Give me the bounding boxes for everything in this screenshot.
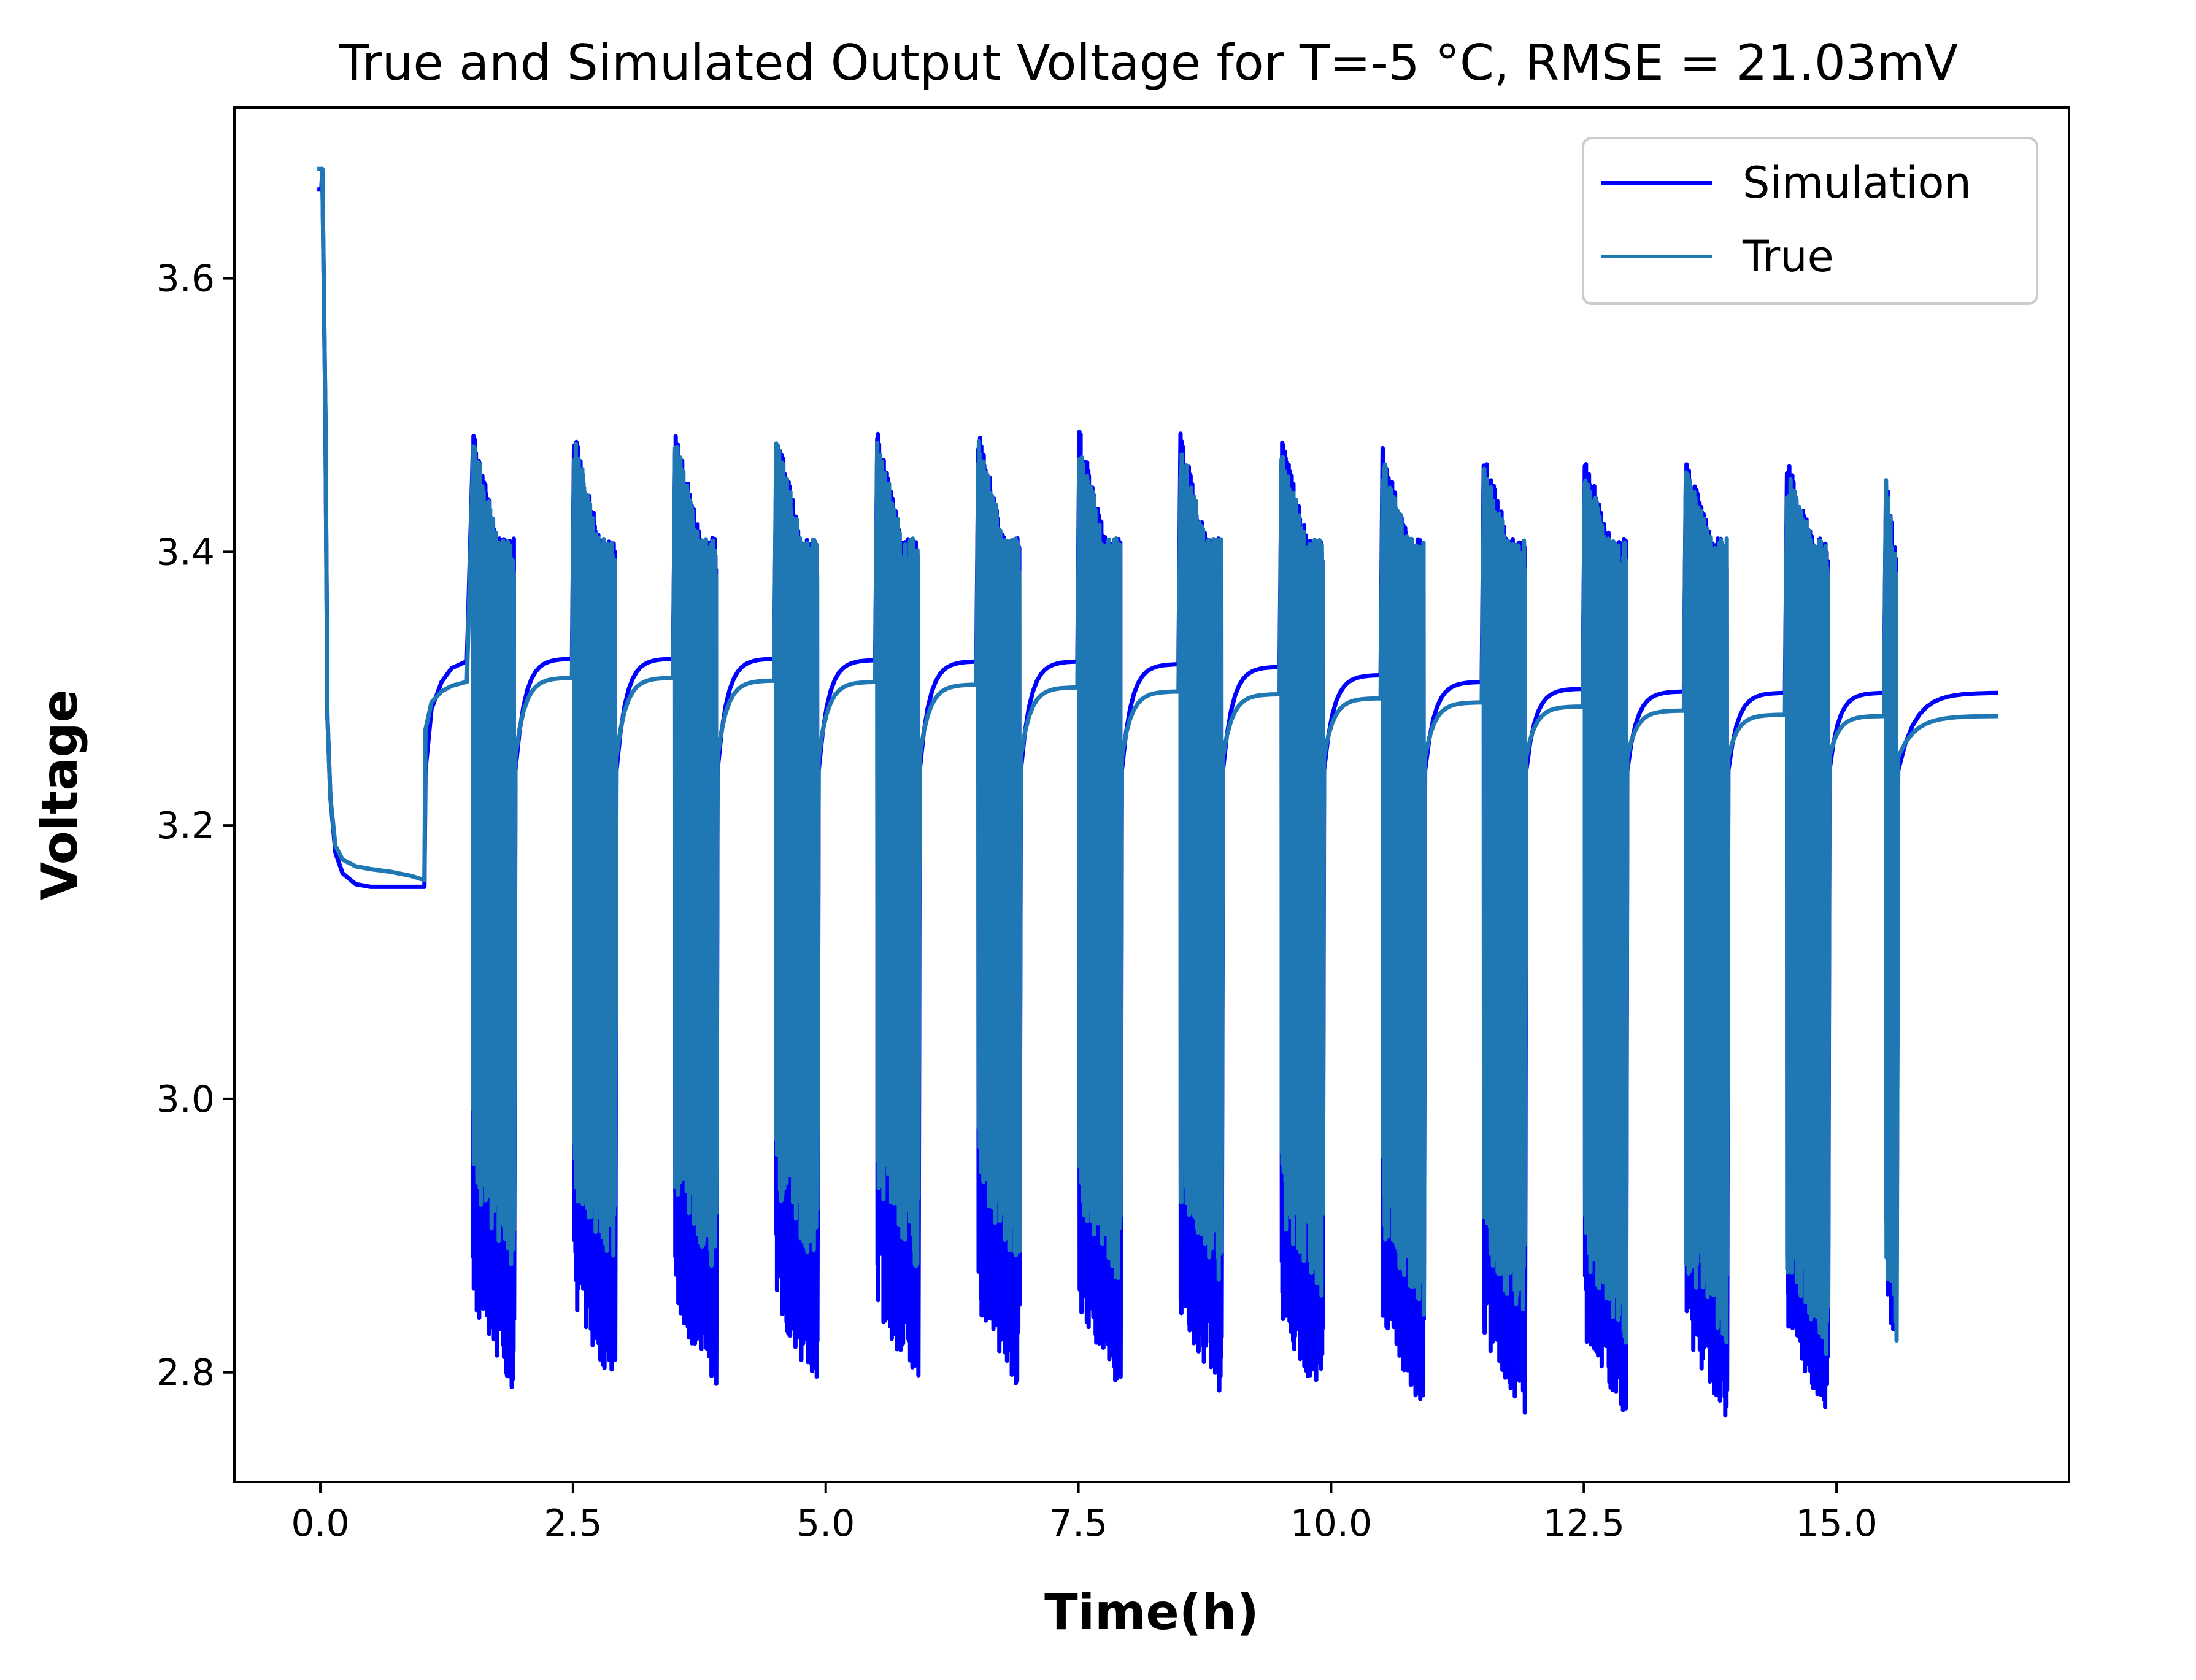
x-tick-label: 12.5 — [1543, 1502, 1625, 1545]
legend: Simulation True — [1582, 137, 2038, 305]
legend-box — [1582, 137, 2038, 305]
plot-frame — [233, 106, 2070, 1483]
series-line-true — [317, 166, 1998, 1357]
series-layer — [317, 166, 1998, 1418]
y-tick-label: 3.4 — [156, 531, 215, 574]
x-tick-label: 0.0 — [291, 1502, 349, 1545]
x-tick-label: 7.5 — [1049, 1502, 1108, 1545]
x-tick-label: 5.0 — [796, 1502, 855, 1545]
legend-label-true: True — [1742, 231, 1834, 282]
y-tick-label: 3.0 — [156, 1078, 215, 1121]
x-tick-label: 2.5 — [544, 1502, 602, 1545]
x-tick-label: 15.0 — [1795, 1502, 1878, 1545]
y-tick-label: 3.2 — [156, 804, 215, 847]
x-axis-ticks: 0.0 2.5 5.0 7.5 10.0 12.5 15.0 — [291, 1482, 1878, 1545]
chart-title: True and Simulated Output Voltage for T=… — [339, 34, 1959, 91]
y-tick-label: 2.8 — [156, 1352, 215, 1395]
x-tick-label: 10.0 — [1290, 1502, 1373, 1545]
y-tick-label: 3.6 — [156, 258, 215, 301]
legend-label-simulation: Simulation — [1743, 158, 1971, 208]
y-axis-ticks: 2.8 3.0 3.2 3.4 3.6 — [156, 258, 234, 1395]
plot-area — [233, 106, 2070, 1483]
x-axis-label: Time(h) — [1044, 1584, 1259, 1641]
y-axis-label: Voltage — [31, 689, 88, 900]
